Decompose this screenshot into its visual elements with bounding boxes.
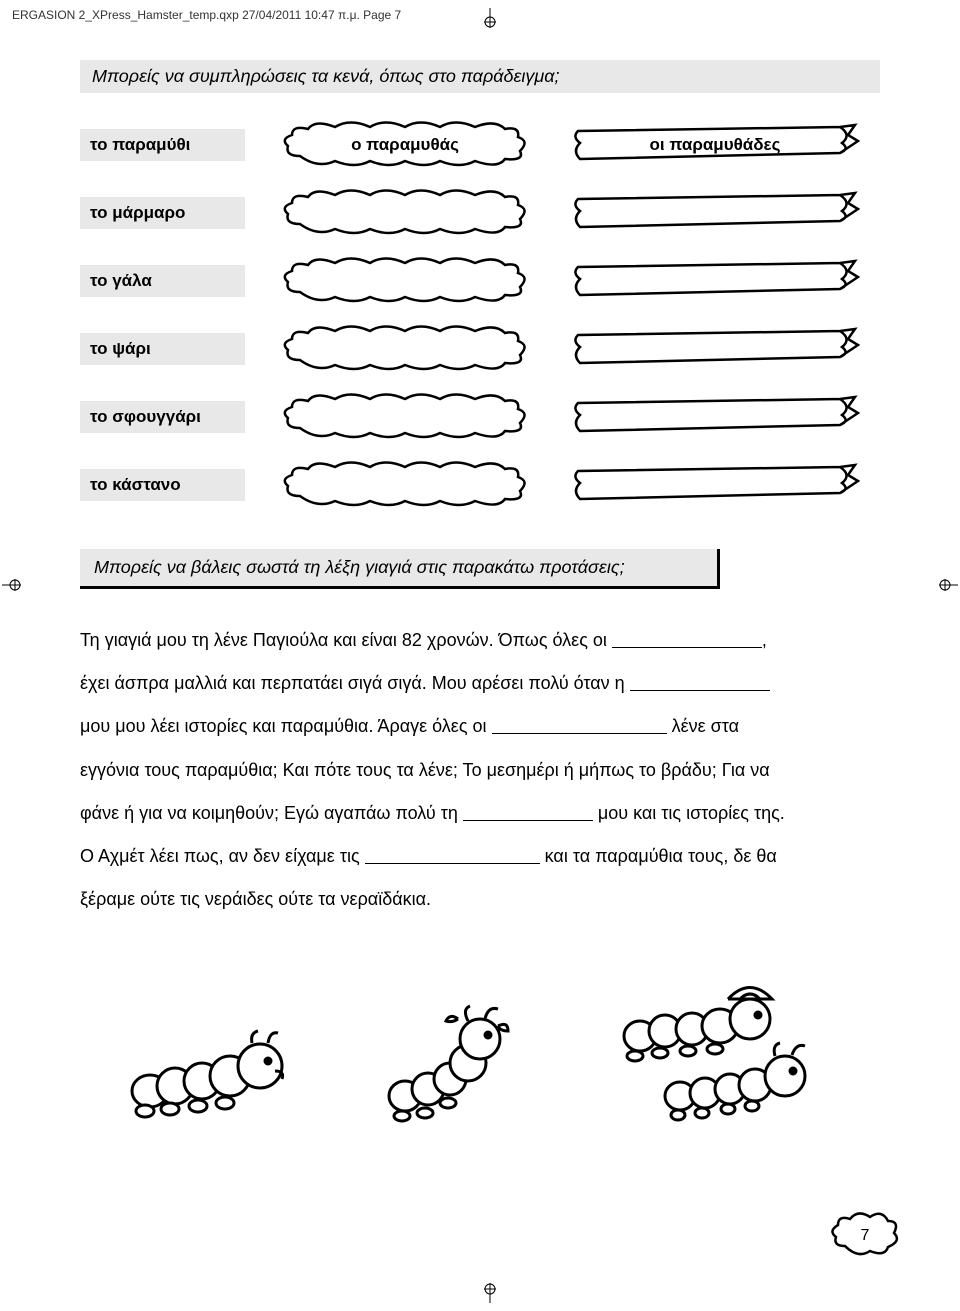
instruction-2: Μπορείς να βάλεις σωστά τη λέξη γιαγιά σ… xyxy=(80,549,720,589)
word-box-1: το παραμύθι xyxy=(80,129,245,161)
cloud-4[interactable] xyxy=(275,325,535,373)
crop-mark-left xyxy=(2,560,22,610)
para-s3a: μου μου λέει ιστορίες και παραμύθια. Άρα… xyxy=(80,716,487,736)
para-s5b: μου και τις ιστορίες της. xyxy=(598,803,785,823)
word-row-3: το γάλα xyxy=(80,257,880,305)
word-box-4: το ψάρι xyxy=(80,333,245,365)
para-s1: Τη γιαγιά μου τη λένε Παγιούλα και είναι… xyxy=(80,630,607,650)
crop-mark-right xyxy=(938,560,958,610)
para-s6a: Ο Αχμέτ λέει πως, αν δεν είχαμε τις xyxy=(80,846,360,866)
cloud-6[interactable] xyxy=(275,461,535,509)
ribbon-3[interactable] xyxy=(565,257,865,305)
caterpillar-illustrations xyxy=(80,981,880,1131)
para-s2: έχει άσπρα μαλλιά και περπατάει σιγά σιγ… xyxy=(80,673,625,693)
page-content: Μπορείς να συμπληρώσεις τα κενά, όπως στ… xyxy=(80,60,880,1131)
ribbon-6[interactable] xyxy=(565,461,865,509)
caterpillar-3-icon xyxy=(600,981,840,1131)
para-s3b: λένε στα xyxy=(672,716,739,736)
instruction-2-text: Μπορείς να βάλεις σωστά τη λέξη γιαγιά σ… xyxy=(94,557,625,577)
ribbon-2[interactable] xyxy=(565,189,865,237)
cloud-example-text: ο παραμυθάς xyxy=(351,135,459,155)
crop-mark-top xyxy=(470,8,510,28)
word-row-1: το παραμύθι ο παραμυθάς οι παραμυθάδες xyxy=(80,121,880,169)
ribbon-example-text: οι παραμυθάδες xyxy=(650,135,781,155)
word-box-2: το μάρμαρο xyxy=(80,197,245,229)
blank-3[interactable] xyxy=(492,716,667,734)
blank-4[interactable] xyxy=(463,803,593,821)
fill-paragraph: Τη γιαγιά μου τη λένε Παγιούλα και είναι… xyxy=(80,619,880,921)
cloud-3[interactable] xyxy=(275,257,535,305)
para-s4: εγγόνια τους παραμύθια; Και πότε τους τα… xyxy=(80,760,770,780)
cloud-5[interactable] xyxy=(275,393,535,441)
para-s1-end: , xyxy=(762,630,767,650)
word-row-6: το κάστανο xyxy=(80,461,880,509)
para-s6b: και τα παραμύθια τους, δε θα xyxy=(545,846,777,866)
para-s7: ξέραμε ούτε τις νεράιδες ούτε τα νεραϊδά… xyxy=(80,889,431,909)
caterpillar-1-icon xyxy=(120,1021,290,1131)
print-header: ERGASION 2_XPress_Hamster_temp.qxp 27/04… xyxy=(12,8,401,22)
word-row-2: το μάρμαρο xyxy=(80,189,880,237)
word-box-3: το γάλα xyxy=(80,265,245,297)
page-number: 7 xyxy=(861,1227,870,1245)
page-number-cloud: 7 xyxy=(830,1211,900,1261)
ribbon-4[interactable] xyxy=(565,325,865,373)
para-s5a: φάνε ή για να κοιμηθούν; Εγώ αγαπάω πολύ… xyxy=(80,803,458,823)
caterpillar-2-icon xyxy=(370,1001,520,1131)
word-row-5: το σφουγγάρι xyxy=(80,393,880,441)
cloud-2[interactable] xyxy=(275,189,535,237)
word-box-5: το σφουγγάρι xyxy=(80,401,245,433)
blank-5[interactable] xyxy=(365,846,540,864)
ribbon-1: οι παραμυθάδες xyxy=(565,121,865,169)
crop-mark-bottom xyxy=(470,1283,510,1303)
blank-1[interactable] xyxy=(612,630,762,648)
instruction-1: Μπορείς να συμπληρώσεις τα κενά, όπως στ… xyxy=(80,60,880,93)
ribbon-5[interactable] xyxy=(565,393,865,441)
blank-2[interactable] xyxy=(630,673,770,691)
word-box-6: το κάστανο xyxy=(80,469,245,501)
word-row-4: το ψάρι xyxy=(80,325,880,373)
cloud-1: ο παραμυθάς xyxy=(275,121,535,169)
